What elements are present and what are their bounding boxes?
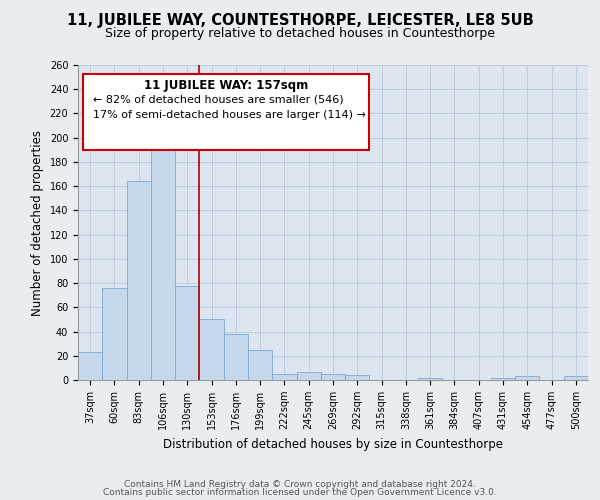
FancyBboxPatch shape [83, 74, 369, 150]
Bar [515, 376, 539, 380]
Bar [321, 374, 345, 380]
Text: Size of property relative to detached houses in Countesthorpe: Size of property relative to detached ho… [105, 28, 495, 40]
Bar [248, 350, 272, 380]
Text: Contains public sector information licensed under the Open Government Licence v3: Contains public sector information licen… [103, 488, 497, 497]
Bar [151, 133, 175, 380]
Text: Contains HM Land Registry data © Crown copyright and database right 2024.: Contains HM Land Registry data © Crown c… [124, 480, 476, 489]
Bar [127, 182, 151, 380]
Bar [345, 375, 370, 380]
X-axis label: Distribution of detached houses by size in Countesthorpe: Distribution of detached houses by size … [163, 438, 503, 450]
Bar [418, 378, 442, 380]
Bar [78, 352, 102, 380]
Bar [102, 288, 127, 380]
Bar [296, 372, 321, 380]
Text: 17% of semi-detached houses are larger (114) →: 17% of semi-detached houses are larger (… [94, 110, 366, 120]
Bar [224, 334, 248, 380]
Bar [564, 376, 588, 380]
Text: 11 JUBILEE WAY: 157sqm: 11 JUBILEE WAY: 157sqm [144, 79, 308, 92]
Y-axis label: Number of detached properties: Number of detached properties [31, 130, 44, 316]
Bar [491, 378, 515, 380]
Bar [199, 320, 224, 380]
Bar [272, 374, 296, 380]
Text: 11, JUBILEE WAY, COUNTESTHORPE, LEICESTER, LE8 5UB: 11, JUBILEE WAY, COUNTESTHORPE, LEICESTE… [67, 12, 533, 28]
Text: ← 82% of detached houses are smaller (546): ← 82% of detached houses are smaller (54… [94, 95, 344, 105]
Bar [175, 286, 199, 380]
